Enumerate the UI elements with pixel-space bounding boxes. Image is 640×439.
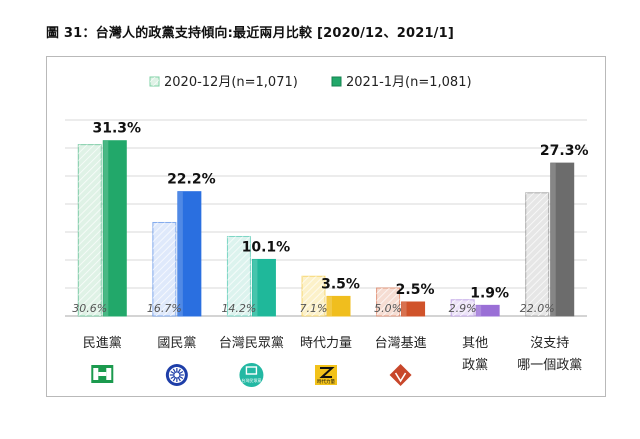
data-label-2020-12: 14.2% bbox=[221, 302, 256, 315]
party-logos-layer: 台灣民眾黨 時代力量 bbox=[91, 363, 412, 387]
bar-highlight bbox=[103, 140, 109, 316]
bar-2021-1 bbox=[102, 140, 127, 317]
tpp-logo-text: 台灣民眾黨 bbox=[241, 377, 261, 383]
tsp-logo-mark bbox=[394, 372, 407, 383]
bar-highlight bbox=[550, 163, 556, 316]
data-label-2020-12: 30.6% bbox=[72, 302, 107, 315]
data-label-2021-1: 1.9% bbox=[470, 285, 509, 301]
npp-logo-text: 時代力量 bbox=[317, 378, 335, 385]
dpp-logo-cross bbox=[98, 372, 107, 376]
dpp-logo-bar-left bbox=[93, 368, 99, 380]
bars-layer bbox=[77, 140, 575, 317]
bar-hatch bbox=[376, 288, 400, 316]
data-label-2021-1: 27.3% bbox=[540, 143, 589, 159]
legend-swatch-hatch bbox=[150, 77, 159, 86]
legend-label-1: 2020-12月(n=1,071) bbox=[164, 75, 298, 90]
data-label-2020-12: 5.0% bbox=[374, 302, 402, 315]
category-label: 哪一個政黨 bbox=[517, 358, 582, 373]
legend-label-2: 2021-1月(n=1,081) bbox=[346, 75, 472, 90]
category-label: 國民黨 bbox=[157, 336, 196, 351]
tpp-logo-circle bbox=[239, 363, 264, 387]
data-label-2021-1: 10.1% bbox=[242, 239, 291, 255]
dpp-logo-bar-right bbox=[106, 368, 112, 380]
bar-2021-1 bbox=[401, 301, 426, 317]
category-label: 政黨 bbox=[462, 358, 488, 373]
bar-highlight bbox=[476, 305, 482, 316]
bar-highlight bbox=[252, 259, 258, 316]
category-label: 其他 bbox=[462, 336, 488, 351]
legend: 2020-12月(n=1,071) 2021-1月(n=1,081) bbox=[149, 75, 472, 90]
bar-2021-1 bbox=[177, 191, 202, 317]
bar-hatch bbox=[525, 192, 549, 316]
bar-chart: 2020-12月(n=1,071) 2021-1月(n=1,081) 30.6%3… bbox=[65, 75, 589, 387]
bar-2021-1 bbox=[550, 162, 575, 317]
grid-layer bbox=[65, 119, 587, 317]
data-label-2020-12: 7.1% bbox=[300, 302, 328, 315]
tsp-logo-icon bbox=[389, 364, 412, 386]
npp-logo-icon: 時代力量 bbox=[315, 365, 337, 385]
value-labels-layer: 30.6% 31.3% 16.7% 22.2% 14.2% 10.1% 7.1% 3.5% 5.… bbox=[72, 121, 588, 315]
bar-hatch bbox=[302, 276, 325, 316]
bar-highlight bbox=[327, 296, 332, 316]
npp-logo-z bbox=[319, 367, 335, 378]
bar-hatch bbox=[78, 144, 102, 316]
category-label: 沒支持 bbox=[530, 336, 569, 351]
bar-hatch bbox=[152, 222, 176, 316]
dpp-logo-icon bbox=[91, 365, 114, 383]
tpp-logo-icon: 台灣民眾黨 bbox=[239, 363, 264, 387]
data-label-2021-1: 31.3% bbox=[92, 121, 141, 137]
category-label: 台灣民眾黨 bbox=[219, 336, 284, 351]
bar-2021-1 bbox=[475, 304, 500, 317]
data-label-2020-12: 22.0% bbox=[520, 302, 555, 315]
bar-2021-1 bbox=[326, 295, 351, 317]
chart-frame: 2020-12月(n=1,071) 2021-1月(n=1,081) 30.6% 3… bbox=[46, 56, 606, 397]
bar-highlight bbox=[401, 302, 407, 316]
npp-logo-bg bbox=[315, 365, 337, 385]
kmt-logo-center bbox=[173, 371, 181, 379]
bar-hatch bbox=[451, 299, 475, 316]
bar-highlight bbox=[177, 191, 183, 316]
category-label: 時代力量 bbox=[300, 336, 352, 351]
tsp-logo-diamond bbox=[389, 364, 412, 386]
bar-hatch bbox=[227, 236, 251, 316]
chart-title: 圖 31：台灣人的政黨支持傾向:最近兩月比較 [2020/12、2021/1] bbox=[46, 26, 455, 41]
category-label: 台灣基進 bbox=[375, 336, 427, 351]
data-label-2021-1: 2.5% bbox=[396, 282, 435, 298]
kmt-logo-icon bbox=[165, 364, 188, 386]
tpp-logo-mark bbox=[245, 366, 258, 375]
bar-2021-1 bbox=[251, 258, 276, 317]
legend-swatch-2 bbox=[331, 76, 342, 87]
data-label-2021-1: 3.5% bbox=[321, 276, 360, 292]
category-label: 民進黨 bbox=[83, 336, 122, 351]
data-label-2020-12: 16.7% bbox=[147, 302, 182, 315]
data-label-2020-12: 2.9% bbox=[449, 302, 477, 315]
data-label-2021-1: 22.2% bbox=[167, 172, 216, 188]
